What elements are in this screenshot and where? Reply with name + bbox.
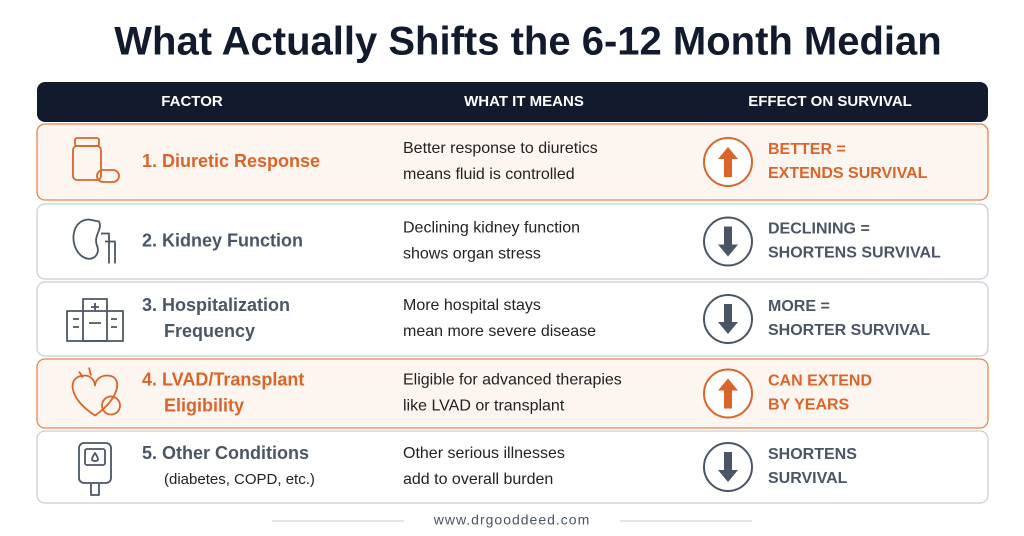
title: What Actually Shifts the 6-12 Month Medi… <box>114 20 941 64</box>
meaning-text: More hospital stays <box>403 297 541 314</box>
effect-text: CAN EXTEND <box>768 373 872 390</box>
header-cell: WHAT IT MEANS <box>464 93 584 110</box>
row-icon <box>72 218 116 264</box>
factor-text: Eligibility <box>164 395 244 415</box>
meaning-text: Other serious illnesses <box>403 445 565 462</box>
effect-text: BY YEARS <box>768 397 850 414</box>
meaning-text: means fluid is controlled <box>403 166 575 183</box>
effect-text: DECLINING = <box>768 221 870 238</box>
icon-shape <box>84 448 106 466</box>
row-card <box>36 358 989 429</box>
row-icon <box>78 442 112 496</box>
factor-text: 2. Kidney Function <box>142 230 303 250</box>
factor-text: 4. LVAD/Transplant <box>142 369 304 389</box>
effect-text: MORE = <box>768 298 830 315</box>
row-card <box>36 281 989 357</box>
icon-shape <box>101 232 116 264</box>
icon-shape <box>71 374 119 417</box>
rows: 1. Diuretic Response Better response to d… <box>36 123 989 504</box>
meaning-text: like LVAD or transplant <box>403 398 565 415</box>
icon-shape <box>78 442 112 484</box>
factor-text: 5. Other Conditions <box>142 443 309 463</box>
effect-text: SHORTER SURVIVAL <box>768 322 930 339</box>
meaning-text: Declining kidney function <box>403 220 580 237</box>
factor-text: 1. Diuretic Response <box>142 151 320 171</box>
icon-shape <box>73 318 117 328</box>
icon-shape <box>91 452 99 462</box>
meaning-text: Better response to diuretics <box>403 140 598 157</box>
header-cell: EFFECT ON SURVIVAL <box>748 93 912 110</box>
icon-shape <box>96 169 120 183</box>
effect-text: BETTER = <box>768 141 846 158</box>
effect-text: SHORTENS <box>768 446 857 463</box>
row-card <box>36 123 989 201</box>
meaning-text: mean more severe disease <box>403 323 596 340</box>
factor-text: (diabetes, COPD, etc.) <box>164 471 315 488</box>
footer: www.drgooddeed.com <box>433 512 591 528</box>
effect-arrow <box>718 452 738 482</box>
row-icon <box>72 137 120 183</box>
icon-shape <box>78 367 92 378</box>
icon-shape <box>90 483 100 496</box>
icon-shape <box>91 303 99 311</box>
effect-arrow <box>718 304 738 334</box>
header-cell: FACTOR <box>161 93 223 110</box>
effect-text: SHORTENS SURVIVAL <box>768 245 941 262</box>
meaning-text: shows organ stress <box>403 246 541 263</box>
meaning-text: add to overall burden <box>403 471 553 488</box>
row-card <box>36 430 989 504</box>
row-icon <box>66 298 124 342</box>
icon-shape <box>101 395 121 416</box>
row-icon <box>71 367 121 417</box>
icon-shape <box>82 298 108 342</box>
row-card <box>36 203 989 280</box>
effect-text: EXTENDS SURVIVAL <box>768 165 928 182</box>
meaning-text: Eligible for advanced therapies <box>403 372 622 389</box>
icon-shape <box>74 137 100 147</box>
icon-shape <box>72 218 101 260</box>
effect-text: SURVIVAL <box>768 470 848 487</box>
header-bar <box>37 82 988 122</box>
factor-text: Frequency <box>164 321 255 341</box>
effect-arrow <box>718 226 738 257</box>
factor-text: 3. Hospitalization <box>142 295 290 315</box>
effect-arrow <box>718 378 738 409</box>
effect-arrow <box>718 147 738 177</box>
